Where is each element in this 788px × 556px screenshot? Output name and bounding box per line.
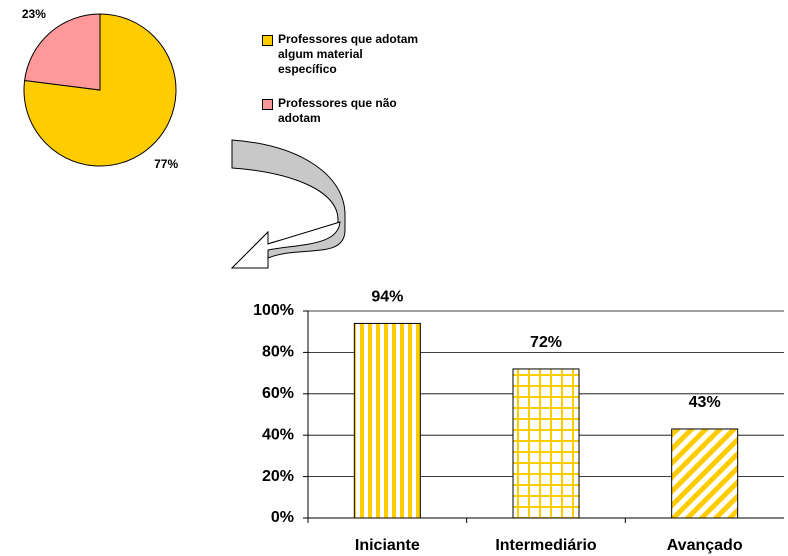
y-tick-label: 100% — [253, 302, 294, 319]
y-tick-label: 20% — [262, 468, 294, 485]
bar — [671, 428, 739, 519]
x-tick-label: Iniciante — [355, 537, 420, 554]
pie-label: 77% — [154, 157, 178, 171]
curved-arrow — [230, 139, 346, 269]
pie-slice — [24, 13, 101, 91]
x-tick-label: Intermediário — [495, 537, 597, 554]
pie-label: 23% — [22, 7, 46, 21]
arrow-head — [230, 221, 341, 269]
bar-value-label: 43% — [689, 394, 721, 411]
y-tick-label: 80% — [262, 344, 294, 361]
legend-swatch — [262, 99, 273, 110]
bar — [512, 368, 580, 519]
legend-item: Professores que adotam algum material es… — [262, 32, 422, 77]
y-tick-label: 40% — [262, 426, 294, 443]
bar-value-label: 72% — [530, 334, 562, 351]
bar — [353, 322, 421, 519]
legend-item: Professores que não adotam — [262, 96, 422, 126]
x-tick-label: Avançado — [667, 537, 743, 554]
y-tick-label: 60% — [262, 385, 294, 402]
bar-value-label: 94% — [371, 289, 403, 306]
y-tick-label: 0% — [271, 509, 294, 526]
legend-label: Professores que não adotam — [278, 96, 397, 125]
legend-label: Professores que adotam algum material es… — [278, 32, 419, 76]
pie-slice — [23, 13, 177, 167]
legend-swatch — [262, 35, 273, 46]
